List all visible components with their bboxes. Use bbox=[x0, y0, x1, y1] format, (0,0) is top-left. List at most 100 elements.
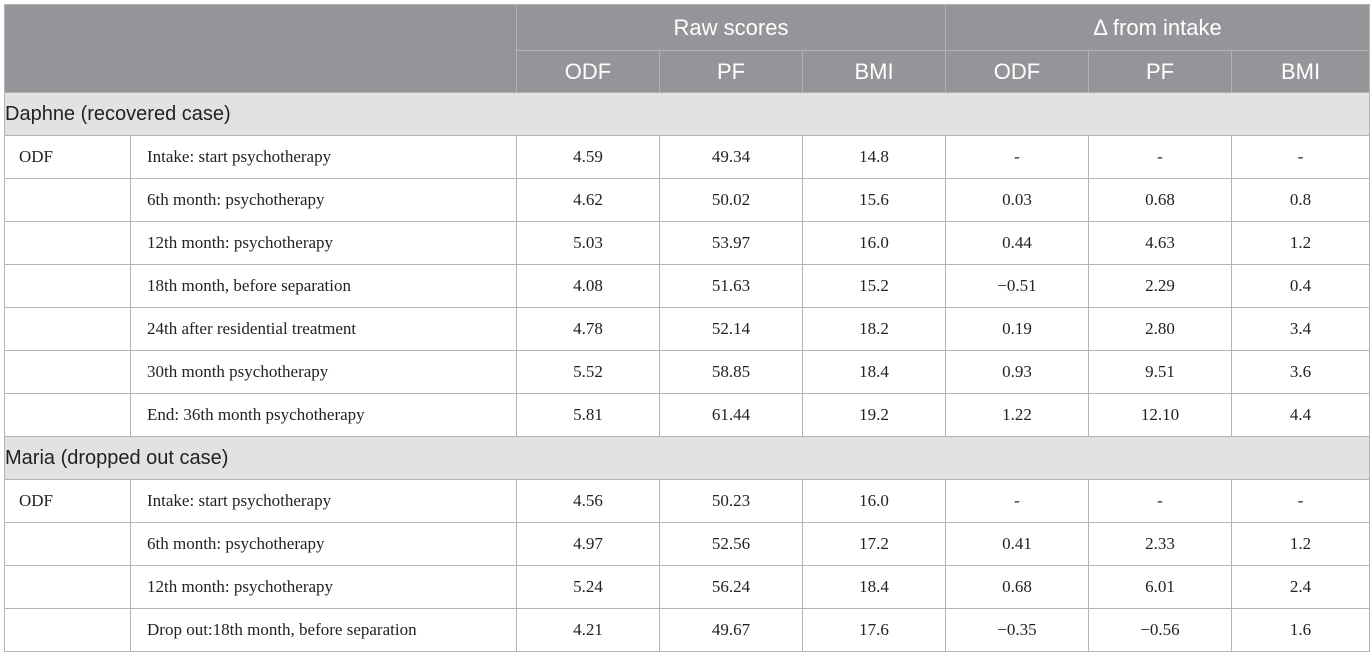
measure-cell bbox=[4, 565, 131, 609]
delta-cell: - bbox=[945, 479, 1089, 523]
raw-score-cell: 4.08 bbox=[516, 264, 660, 308]
delta-cell: 1.2 bbox=[1231, 522, 1370, 566]
raw-score-cell: 58.85 bbox=[659, 350, 803, 394]
delta-cell: 3.6 bbox=[1231, 350, 1370, 394]
table-row: 6th month: psychotherapy 4.62 50.02 15.6 0.0… bbox=[4, 178, 1370, 222]
timepoint-cell: 12th month: psychotherapy bbox=[130, 221, 517, 265]
delta-cell: 2.29 bbox=[1088, 264, 1232, 308]
column-header: PF bbox=[1088, 50, 1232, 93]
raw-score-cell: 52.14 bbox=[659, 307, 803, 351]
section-header-row: Daphne (recovered case) bbox=[4, 92, 1370, 136]
table-row: 12th month: psychotherapy 5.24 56.24 18.4 0.… bbox=[4, 565, 1370, 609]
timepoint-cell: Intake: start psychotherapy bbox=[130, 135, 517, 179]
measure-cell bbox=[4, 350, 131, 394]
delta-cell: - bbox=[945, 135, 1089, 179]
delta-cell: - bbox=[1231, 135, 1370, 179]
raw-score-cell: 14.8 bbox=[802, 135, 946, 179]
raw-score-cell: 17.6 bbox=[802, 608, 946, 652]
timepoint-cell: 6th month: psychotherapy bbox=[130, 178, 517, 222]
raw-score-cell: 49.67 bbox=[659, 608, 803, 652]
raw-score-cell: 4.62 bbox=[516, 178, 660, 222]
raw-score-cell: 15.2 bbox=[802, 264, 946, 308]
table-row: ODF Intake: start psychotherapy 4.59 49.34 1… bbox=[4, 135, 1370, 179]
table-row: ODF Intake: start psychotherapy 4.56 50.23 1… bbox=[4, 479, 1370, 523]
delta-cell: −0.56 bbox=[1088, 608, 1232, 652]
timepoint-cell: 18th month, before separation bbox=[130, 264, 517, 308]
timepoint-cell: 6th month: psychotherapy bbox=[130, 522, 517, 566]
delta-cell: 1.6 bbox=[1231, 608, 1370, 652]
delta-cell: 2.33 bbox=[1088, 522, 1232, 566]
raw-score-cell: 15.6 bbox=[802, 178, 946, 222]
delta-cell: - bbox=[1088, 135, 1232, 179]
delta-cell: 3.4 bbox=[1231, 307, 1370, 351]
timepoint-cell: 12th month: psychotherapy bbox=[130, 565, 517, 609]
section-title: Maria (dropped out case) bbox=[4, 436, 1370, 480]
raw-score-cell: 4.97 bbox=[516, 522, 660, 566]
delta-cell: −0.35 bbox=[945, 608, 1089, 652]
raw-score-cell: 50.23 bbox=[659, 479, 803, 523]
header-delta-from-intake: Δ from intake bbox=[945, 4, 1370, 51]
raw-score-cell: 4.56 bbox=[516, 479, 660, 523]
measure-cell bbox=[4, 393, 131, 437]
column-header: ODF bbox=[945, 50, 1089, 93]
raw-score-cell: 5.52 bbox=[516, 350, 660, 394]
raw-score-cell: 49.34 bbox=[659, 135, 803, 179]
delta-cell: 2.80 bbox=[1088, 307, 1232, 351]
raw-score-cell: 18.2 bbox=[802, 307, 946, 351]
timepoint-cell: 30th month psychotherapy bbox=[130, 350, 517, 394]
delta-cell: 2.4 bbox=[1231, 565, 1370, 609]
delta-cell: 0.41 bbox=[945, 522, 1089, 566]
measure-cell bbox=[4, 307, 131, 351]
delta-cell: 4.4 bbox=[1231, 393, 1370, 437]
measure-cell: ODF bbox=[4, 479, 131, 523]
table-row: 18th month, before separation 4.08 51.63 15… bbox=[4, 264, 1370, 308]
raw-score-cell: 5.24 bbox=[516, 565, 660, 609]
raw-score-cell: 4.21 bbox=[516, 608, 660, 652]
raw-score-cell: 61.44 bbox=[659, 393, 803, 437]
raw-score-cell: 19.2 bbox=[802, 393, 946, 437]
delta-cell: 4.63 bbox=[1088, 221, 1232, 265]
timepoint-cell: 24th after residential treatment bbox=[130, 307, 517, 351]
timepoint-cell: End: 36th month psychotherapy bbox=[130, 393, 517, 437]
raw-score-cell: 4.59 bbox=[516, 135, 660, 179]
table-row: End: 36th month psychotherapy 5.81 61.44 19… bbox=[4, 393, 1370, 437]
raw-score-cell: 18.4 bbox=[802, 350, 946, 394]
raw-score-cell: 5.03 bbox=[516, 221, 660, 265]
raw-score-cell: 50.02 bbox=[659, 178, 803, 222]
table-row: 30th month psychotherapy 5.52 58.85 18.4 0.9… bbox=[4, 350, 1370, 394]
raw-score-cell: 4.78 bbox=[516, 307, 660, 351]
table-row: 24th after residential treatment 4.78 52.1… bbox=[4, 307, 1370, 351]
table-body: Daphne (recovered case) ODF Intake: start … bbox=[4, 92, 1370, 652]
measure-cell bbox=[4, 522, 131, 566]
section-header-row: Maria (dropped out case) bbox=[4, 436, 1370, 480]
delta-cell: −0.51 bbox=[945, 264, 1089, 308]
header-row-groups: Raw scores Δ from intake bbox=[4, 4, 1370, 93]
column-header: PF bbox=[659, 50, 803, 93]
raw-score-cell: 53.97 bbox=[659, 221, 803, 265]
delta-cell: 0.68 bbox=[945, 565, 1089, 609]
column-header: BMI bbox=[802, 50, 946, 93]
delta-cell: 12.10 bbox=[1088, 393, 1232, 437]
timepoint-cell: Intake: start psychotherapy bbox=[130, 479, 517, 523]
table-row: 12th month: psychotherapy 5.03 53.97 16.0 0.… bbox=[4, 221, 1370, 265]
measure-cell: ODF bbox=[4, 135, 131, 179]
delta-cell: 0.44 bbox=[945, 221, 1089, 265]
raw-score-cell: 16.0 bbox=[802, 221, 946, 265]
delta-cell: 0.68 bbox=[1088, 178, 1232, 222]
raw-score-cell: 51.63 bbox=[659, 264, 803, 308]
column-header: ODF bbox=[516, 50, 660, 93]
raw-score-cell: 5.81 bbox=[516, 393, 660, 437]
delta-cell: 1.22 bbox=[945, 393, 1089, 437]
delta-cell: 1.2 bbox=[1231, 221, 1370, 265]
measure-cell bbox=[4, 178, 131, 222]
measure-cell bbox=[4, 264, 131, 308]
measure-cell bbox=[4, 608, 131, 652]
delta-cell: 0.4 bbox=[1231, 264, 1370, 308]
delta-cell: 0.8 bbox=[1231, 178, 1370, 222]
raw-score-cell: 17.2 bbox=[802, 522, 946, 566]
header-row-columns: ODF PF BMI ODF PF BMI bbox=[5, 50, 1370, 93]
results-table: Raw scores Δ from intake ODF PF BMI ODF … bbox=[4, 4, 1370, 652]
table-row: Drop out:18th month, before separation 4.… bbox=[4, 608, 1370, 652]
delta-cell: 0.93 bbox=[945, 350, 1089, 394]
delta-cell: - bbox=[1231, 479, 1370, 523]
